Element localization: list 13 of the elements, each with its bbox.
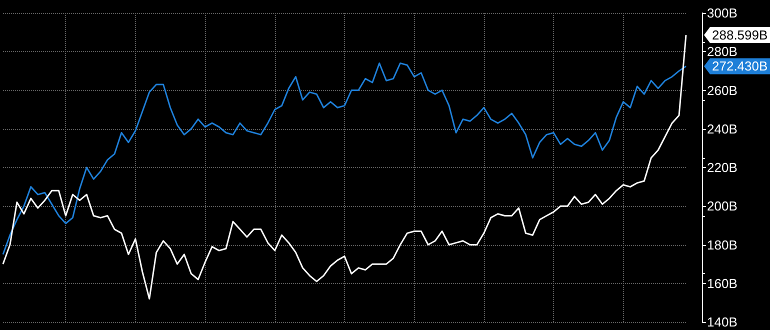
y-tick-label: 160B	[707, 276, 738, 291]
y-tick-label: 260B	[707, 82, 738, 98]
y-tick-label: 140B	[707, 314, 738, 330]
y-tick-label: 300B	[707, 6, 738, 20]
text: 288.599B	[712, 28, 768, 43]
line-series	[2, 34, 687, 300]
text: 272.430B	[712, 58, 768, 74]
y-tick-label: 180B	[707, 237, 738, 252]
line-series	[2, 62, 687, 256]
y-tick-label: 200B	[707, 198, 738, 214]
y-tick-label: 280B	[707, 44, 738, 60]
y-tick-label: 240B	[707, 121, 738, 136]
y-tick-label: 220B	[707, 160, 738, 175]
